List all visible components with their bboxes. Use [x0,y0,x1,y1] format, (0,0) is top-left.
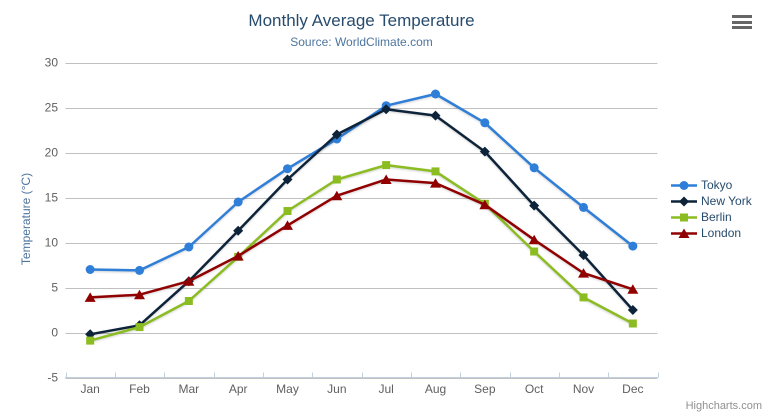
marker-berlin[interactable] [628,319,637,328]
marker-berlin[interactable] [579,293,588,302]
series-new-york[interactable] [85,104,638,340]
y-axis-label: 10 [45,236,59,250]
legend-marker-triangle-icon [671,228,697,238]
marker-london[interactable] [430,178,441,188]
y-axis-label: -5 [47,371,58,385]
x-axis-label: Jan [80,382,99,396]
y-axis-label: 0 [51,326,58,340]
series-line-new-york[interactable] [88,108,635,336]
marker-berlin[interactable] [382,161,391,170]
marker-new-york[interactable] [479,146,490,157]
y-axis-label: 15 [45,191,59,205]
x-axis-label: Sep [474,382,496,396]
legend-item-berlin[interactable]: Berlin [671,209,752,225]
gridlines [65,63,658,379]
x-axis-label: May [276,382,299,396]
marker-london[interactable] [578,268,589,278]
series-tokyo[interactable] [85,89,638,275]
marker-london[interactable] [183,276,195,286]
marker-london[interactable] [479,199,491,210]
y-axis-labels: -5 0 5 10 15 20 25 30 [45,56,59,385]
marker-berlin[interactable] [332,175,341,184]
x-axis-label: Jun [327,382,346,396]
marker-new-york[interactable] [578,250,589,261]
burger-bar [732,26,752,29]
legend-item-label: Tokyo [701,178,733,192]
legend-item-new-york[interactable]: New York [671,193,752,209]
x-axis-label: Nov [573,382,594,396]
y-axis-title: Temperature (°C) [19,173,33,265]
marker-london[interactable] [627,284,639,294]
marker-new-york[interactable] [331,129,342,140]
y-axis-label: 20 [45,146,59,160]
x-axis-labels: Jan Feb Mar Apr May Jun Jul Aug Sep Oct Nov Dec [80,382,643,396]
legend-item-tokyo[interactable]: Tokyo [671,177,752,193]
marker-tokyo[interactable] [233,197,243,207]
marker-tokyo[interactable] [283,164,292,174]
legend-item-label: Berlin [701,210,732,224]
x-axis-label: Dec [622,382,643,396]
marker-tokyo[interactable] [579,202,588,212]
legend-item-london[interactable]: London [671,225,752,241]
marker-new-york[interactable] [430,110,441,121]
marker-berlin[interactable] [283,207,292,215]
x-axis-label: Mar [178,382,199,396]
series-container[interactable] [84,89,639,345]
context-menu-button[interactable] [732,15,752,29]
burger-bar [732,20,752,24]
marker-berlin[interactable] [86,336,95,345]
legend-item-label: London [701,226,742,240]
marker-tokyo[interactable] [135,265,144,275]
marker-tokyo[interactable] [431,89,440,99]
marker-london[interactable] [380,174,392,185]
marker-london[interactable] [331,190,343,201]
x-axis [65,372,659,378]
marker-london[interactable] [134,289,145,300]
x-axis-label: Aug [425,382,446,396]
series-line-berlin[interactable] [88,163,635,342]
series-line-london[interactable] [88,178,635,299]
marker-tokyo[interactable] [628,241,638,251]
marker-london[interactable] [84,292,96,302]
marker-new-york[interactable] [381,104,392,115]
marker-new-york[interactable] [233,225,244,236]
y-axis-label: 25 [45,101,59,115]
highcharts-credit-link[interactable]: Highcharts.com [685,400,762,412]
marker-berlin[interactable] [184,297,193,305]
legend-marker-diamond-icon [671,196,697,206]
marker-berlin[interactable] [530,247,539,256]
marker-tokyo[interactable] [529,163,539,173]
marker-berlin[interactable] [431,167,440,176]
marker-london[interactable] [282,220,293,230]
marker-new-york[interactable] [282,174,293,185]
series-london[interactable] [84,174,639,302]
chart-subtitle: Source: WorldClimate.com [290,35,433,49]
chart-title: Monthly Average Temperature [248,11,475,30]
marker-new-york[interactable] [627,305,638,315]
marker-tokyo[interactable] [184,242,194,252]
y-axis-label: 5 [51,281,58,295]
marker-london[interactable] [232,251,244,261]
marker-new-york[interactable] [529,200,540,211]
marker-tokyo[interactable] [85,265,95,274]
y-axis-label: 30 [45,56,59,70]
legend-item-label: New York [701,194,752,208]
marker-tokyo[interactable] [480,118,490,128]
x-axis-label: Apr [229,382,248,396]
x-axis-label: Oct [525,382,544,396]
x-axis-label: Feb [129,382,150,396]
x-axis-label: Jul [378,382,393,396]
legend-marker-circle-icon [671,180,697,190]
legend: Tokyo New York Berlin London [671,177,752,241]
marker-london[interactable] [528,234,540,245]
burger-bar [732,15,752,18]
marker-berlin[interactable] [135,323,144,332]
legend-marker-square-icon [671,213,697,221]
